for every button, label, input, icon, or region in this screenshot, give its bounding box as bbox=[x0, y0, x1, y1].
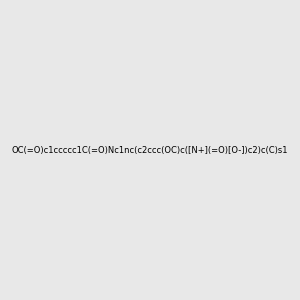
Text: OC(=O)c1ccccc1C(=O)Nc1nc(c2ccc(OC)c([N+](=O)[O-])c2)c(C)s1: OC(=O)c1ccccc1C(=O)Nc1nc(c2ccc(OC)c([N+]… bbox=[12, 146, 288, 154]
